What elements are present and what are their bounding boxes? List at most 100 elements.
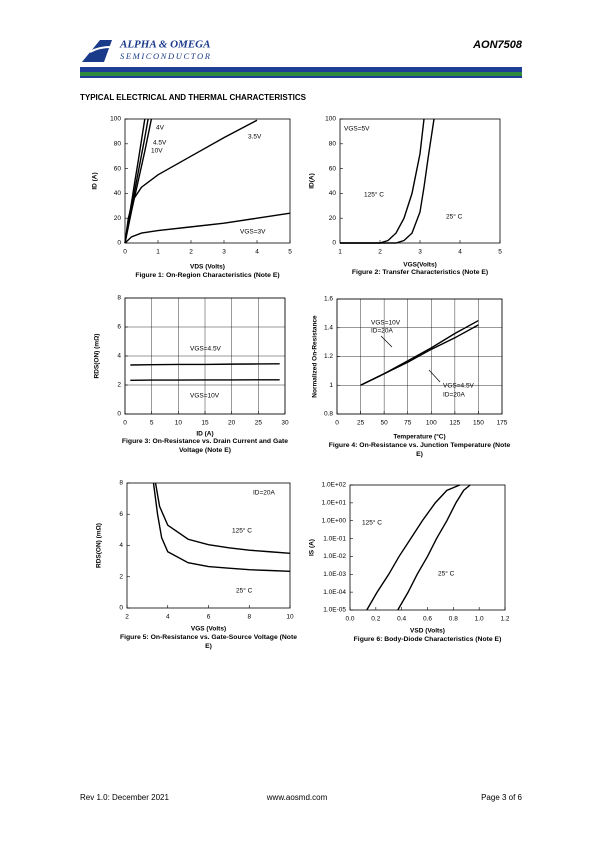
footer-page: Page 3 of 6 xyxy=(481,793,522,802)
header-bar xyxy=(80,72,522,76)
x-tick-label: 0 xyxy=(123,420,127,427)
x-tick-label: 25 xyxy=(255,420,263,427)
plot-frame xyxy=(349,484,506,611)
x-tick-label: 6 xyxy=(207,614,211,621)
plot-frame xyxy=(124,297,286,415)
series-label: 25° C xyxy=(236,587,253,595)
y-tick-label: 60 xyxy=(329,165,337,172)
y-tick-label: 100 xyxy=(110,116,121,123)
y-tick-label: 1.0E+00 xyxy=(322,517,347,524)
x-tick-label: 1 xyxy=(156,249,160,256)
annotation: ID=20A xyxy=(371,328,394,335)
header-bar xyxy=(80,76,522,78)
y-tick-label: 1.0E-02 xyxy=(323,553,346,560)
annotation: ID=20A xyxy=(253,490,276,497)
x-tick-label: 15 xyxy=(201,420,209,427)
x-tick-label: 10 xyxy=(286,614,294,621)
x-tick-label: 125 xyxy=(449,420,460,427)
y-tick-label: 1.0E-01 xyxy=(323,535,346,542)
data-line xyxy=(130,379,280,382)
footer-revision: Rev 1.0: December 2021 xyxy=(80,793,169,802)
y-tick-label: 80 xyxy=(114,141,122,148)
x-tick-label: 100 xyxy=(426,420,437,427)
y-tick-label: 6 xyxy=(117,324,121,331)
y-tick-label: 1.0E+01 xyxy=(322,500,347,507)
y-axis-label: ID(A) xyxy=(309,173,316,189)
data-line xyxy=(154,482,291,555)
x-tick-label: 8 xyxy=(247,614,251,621)
x-tick-label: 75 xyxy=(404,420,412,427)
plot-frame xyxy=(126,482,291,609)
x-tick-label: 0.2 xyxy=(371,616,380,623)
series-label: 125° C xyxy=(362,519,382,527)
x-axis-label: Temperature (°C) xyxy=(393,433,445,441)
data-line xyxy=(130,363,280,366)
series-label: 125° C xyxy=(364,191,384,199)
data-line xyxy=(124,119,258,244)
y-axis-label: RDS(ON) (mΩ) xyxy=(94,334,101,379)
x-tick-label: 3 xyxy=(418,249,422,256)
x-tick-label: 1 xyxy=(338,249,342,256)
arrow xyxy=(428,369,441,383)
y-tick-label: 1 xyxy=(329,382,333,389)
plot-frame xyxy=(339,118,501,244)
series-label: VGS=10V xyxy=(371,320,401,327)
x-tick-label: 30 xyxy=(281,420,289,427)
y-tick-label: 60 xyxy=(114,165,122,172)
series-label: 4.5V xyxy=(153,140,167,147)
y-tick-label: 80 xyxy=(329,141,337,148)
y-tick-label: 4 xyxy=(117,353,121,360)
figure-caption: Figure 6: Body-Diode Characteristics (No… xyxy=(353,636,502,643)
header-bar xyxy=(80,67,522,72)
x-tick-label: 0.8 xyxy=(449,616,458,623)
series-label: 125° C xyxy=(232,527,252,535)
x-tick-label: 5 xyxy=(150,420,154,427)
plot-frame xyxy=(124,118,291,244)
series-label: VGS=4.5V xyxy=(190,346,222,353)
x-tick-label: 4 xyxy=(255,249,259,256)
company-division: SEMICONDUCTOR xyxy=(120,51,211,61)
x-axis-label: VDS (Volts) xyxy=(190,264,225,271)
x-tick-label: 2 xyxy=(189,249,193,256)
y-tick-label: 20 xyxy=(114,215,122,222)
data-line xyxy=(360,324,479,386)
annotation-arrows xyxy=(380,335,441,383)
y-tick-label: 20 xyxy=(329,215,337,222)
y-axis-label: RDS(ON) (mΩ) xyxy=(96,523,103,568)
y-tick-label: 6 xyxy=(119,511,123,518)
x-tick-label: 175 xyxy=(497,420,508,427)
data-line xyxy=(397,484,471,611)
figure-caption: Figure 2: Transfer Characteristics (Note… xyxy=(351,269,489,276)
x-tick-label: 4 xyxy=(166,614,170,621)
y-tick-label: 40 xyxy=(114,190,122,197)
y-tick-label: 0.8 xyxy=(324,411,333,418)
y-tick-label: 40 xyxy=(329,190,337,197)
data-line xyxy=(124,212,291,244)
y-tick-label: 1.0E-05 xyxy=(323,607,346,614)
section-title: TYPICAL ELECTRICAL AND THERMAL CHARACTER… xyxy=(80,93,307,102)
y-tick-label: 2 xyxy=(119,573,123,580)
y-tick-label: 100 xyxy=(325,116,336,123)
y-tick-label: 1.0E-04 xyxy=(323,589,346,596)
y-tick-label: 2 xyxy=(117,382,121,389)
x-tick-label: 10 xyxy=(175,420,183,427)
x-tick-label: 4 xyxy=(458,249,462,256)
y-tick-label: 1.0E+02 xyxy=(322,482,347,489)
x-tick-label: 0.6 xyxy=(423,616,432,623)
x-tick-label: 1.2 xyxy=(500,616,509,623)
y-tick-label: 8 xyxy=(117,295,121,302)
part-number: AON7508 xyxy=(472,39,523,51)
series-label: 25° C xyxy=(438,570,455,578)
series-label: 4V xyxy=(156,125,165,132)
x-tick-label: 20 xyxy=(228,420,236,427)
x-tick-label: 2 xyxy=(378,249,382,256)
data-line xyxy=(152,482,291,572)
series-label: 3.5V xyxy=(248,134,262,141)
x-tick-label: 25 xyxy=(357,420,365,427)
x-tick-label: 50 xyxy=(381,420,389,427)
annotation: VGS=5V xyxy=(344,126,370,133)
x-tick-label: 0 xyxy=(123,249,127,256)
data-line xyxy=(366,484,461,611)
